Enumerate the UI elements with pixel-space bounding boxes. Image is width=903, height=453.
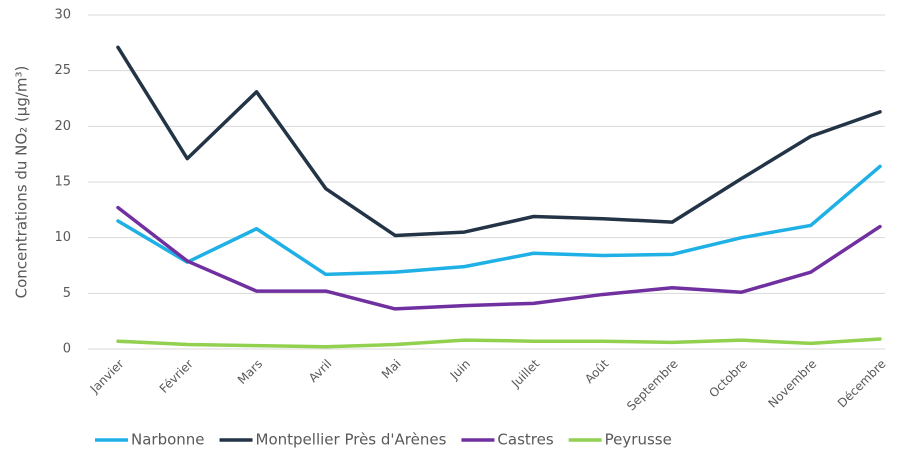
series-line: [116, 164, 882, 277]
y-tick-label: 0: [63, 342, 71, 357]
x-tick-label: Mai: [379, 357, 404, 382]
x-tick-label: Août: [582, 356, 612, 386]
legend-label: Castres: [497, 431, 553, 449]
legend-label: Montpellier Près d'Arènes: [256, 431, 447, 449]
y-tick-label: 20: [54, 119, 71, 134]
y-tick-label: 15: [54, 175, 71, 190]
series-line: [116, 337, 882, 349]
legend-label: Peyrusse: [605, 431, 672, 449]
x-tick-label: Mars: [235, 357, 265, 387]
x-tick-label: Septembre: [624, 357, 681, 414]
y-tick-label: 5: [63, 286, 71, 301]
series-line: [116, 45, 882, 238]
y-axis-label: Concentrations du NO₂ (µg/m³): [13, 66, 31, 299]
x-tick-label: Novembre: [765, 357, 819, 411]
x-tick-label: Février: [157, 357, 196, 396]
x-tick-label: Juin: [447, 357, 473, 383]
x-tick-label: Juillet: [508, 356, 542, 390]
series-line: [116, 205, 882, 311]
x-tick-label: Avril: [306, 357, 334, 385]
y-tick-label: 30: [54, 8, 71, 23]
legend-label: Narbonne: [131, 431, 205, 449]
x-tick-label: Janvier: [87, 357, 127, 397]
y-tick-label: 10: [54, 230, 71, 245]
y-tick-label: 25: [54, 63, 71, 78]
x-tick-label: Octobre: [706, 357, 750, 401]
x-tick-label: Décembre: [835, 357, 889, 411]
